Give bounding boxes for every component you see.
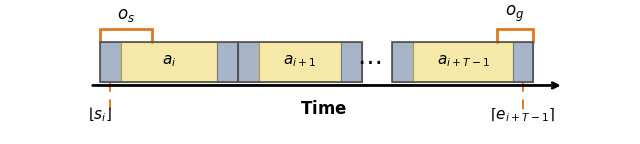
Text: $\mathit{a_i}$: $\mathit{a_i}$: [162, 54, 176, 70]
Text: $\bf{Time}$: $\bf{Time}$: [300, 100, 346, 118]
Bar: [413, 42, 513, 82]
Bar: [100, 42, 238, 82]
Text: $\mathit{a_{i+T-1}}$: $\mathit{a_{i+T-1}}$: [436, 54, 490, 70]
Text: $\cdots$: $\cdots$: [357, 49, 381, 73]
Text: $\mathit{o_s}$: $\mathit{o_s}$: [117, 6, 135, 24]
Bar: [341, 42, 362, 82]
Bar: [238, 42, 362, 82]
Bar: [238, 42, 259, 82]
Text: $\lceil e_{i+T-1} \rceil$: $\lceil e_{i+T-1} \rceil$: [490, 105, 556, 124]
Bar: [392, 42, 413, 82]
Bar: [100, 42, 121, 82]
Bar: [513, 42, 533, 82]
Bar: [121, 42, 218, 82]
Text: $\lfloor s_i \rfloor$: $\lfloor s_i \rfloor$: [88, 105, 112, 124]
Bar: [218, 42, 238, 82]
Text: $\mathit{a_{i+1}}$: $\mathit{a_{i+1}}$: [284, 54, 317, 70]
Bar: [259, 42, 341, 82]
Bar: [392, 42, 533, 82]
Text: $\mathit{o_g}$: $\mathit{o_g}$: [506, 4, 525, 24]
